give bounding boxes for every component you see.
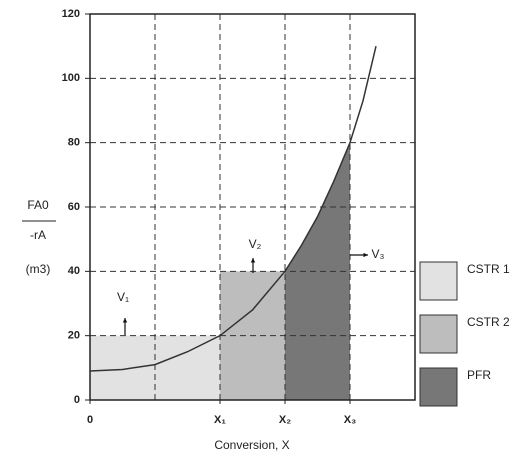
curve (89, 45, 377, 372)
annotation: V₂ (249, 237, 262, 251)
y-label-unit: (m3) (26, 262, 51, 276)
legend-swatch (419, 261, 458, 301)
y-tick-label: 20 (68, 330, 80, 342)
y-tick-label: 100 (62, 72, 80, 84)
y-tick-label: 40 (68, 265, 80, 277)
x-axis-label: Conversion, X (214, 438, 289, 452)
legend-label: PFR (467, 368, 491, 382)
annotation: V₁ (117, 290, 129, 304)
y-label-numerator: FA0 (27, 198, 49, 212)
legend-swatch (419, 314, 458, 354)
legend-label: CSTR 2 (467, 315, 510, 329)
y-tick-label: 60 (68, 201, 80, 213)
x-tick-label: X₁ (214, 414, 226, 426)
arrow-head (250, 258, 256, 263)
x-tick-label: X₃ (344, 414, 356, 426)
y-tick-label: 120 (62, 8, 80, 20)
arrow-head (122, 318, 128, 323)
y-label-denominator: -rA (30, 228, 46, 242)
y-tick-label: 80 (68, 137, 80, 149)
y-tick-label: 0 (74, 394, 80, 406)
x-tick-label: 0 (87, 414, 93, 426)
arrow-head (363, 252, 368, 258)
legend-label: CSTR 1 (467, 262, 510, 276)
x-tick-label: X₂ (279, 414, 291, 426)
annotation: V₃ (372, 247, 385, 261)
legend-swatch (419, 367, 458, 407)
